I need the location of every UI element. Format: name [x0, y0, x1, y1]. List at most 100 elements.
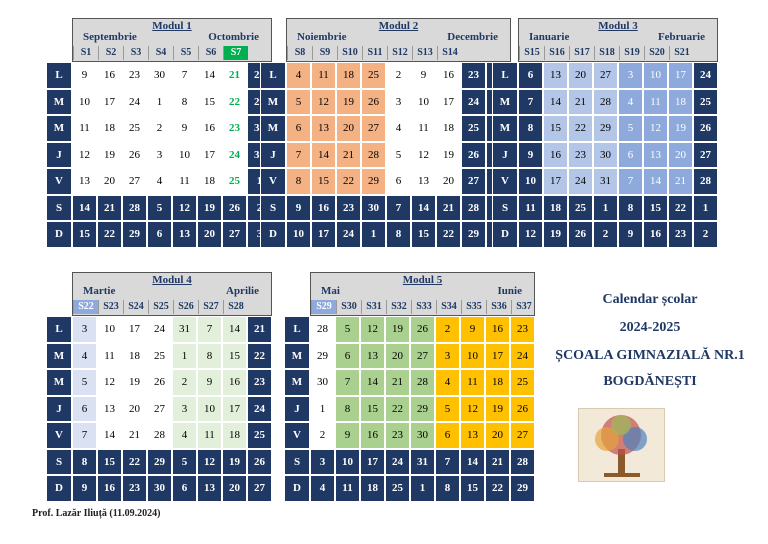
- week-label: S19: [619, 46, 644, 60]
- weekday-label: L: [46, 62, 72, 89]
- day-cell: 10: [518, 168, 543, 195]
- day-cell: 18: [222, 422, 247, 449]
- week-label: S30: [336, 300, 361, 314]
- day-cell: 21: [568, 88, 593, 115]
- week-label: S6: [198, 46, 223, 60]
- week-label: S26: [173, 300, 198, 314]
- weekday-label: M: [46, 369, 72, 396]
- day-cell: 10: [335, 448, 360, 475]
- day-cell: 23: [122, 475, 147, 502]
- day-cell: 7: [72, 422, 97, 449]
- week-label: S8: [287, 46, 312, 60]
- day-cell: 12: [72, 141, 97, 168]
- week-label: S13: [412, 46, 437, 60]
- day-cell: 27: [693, 141, 718, 168]
- day-cell: 28: [122, 194, 147, 221]
- day-cell: 13: [460, 422, 485, 449]
- week-label: S5: [173, 46, 198, 60]
- day-cell: 4: [618, 88, 643, 115]
- day-cell: 9: [518, 141, 543, 168]
- module-header: Modul 4 Martie Aprilie S22 S23 S24 S25 S26 S27 S2…: [72, 272, 272, 316]
- day-cell: 15: [222, 342, 247, 369]
- weekday-label: L: [260, 62, 286, 89]
- day-cell: 29: [122, 221, 147, 248]
- day-cell: 20: [336, 115, 361, 142]
- week-label: S25: [148, 300, 173, 314]
- day-cell: 18: [543, 194, 568, 221]
- day-cell: 5: [286, 88, 311, 115]
- day-cell: 24: [693, 62, 718, 89]
- month-label: Aprilie: [226, 285, 259, 297]
- day-cell: 3: [72, 316, 97, 343]
- week-label: S4: [148, 46, 173, 60]
- day-cell: 24: [247, 395, 272, 422]
- calendar-grid: L 28 5 12 19 26 2 9 16 23 M 29 6 13 20 27 3 10 17 24 M 30 7 14 2…: [284, 316, 535, 502]
- day-cell: 17: [122, 316, 147, 343]
- day-cell: 8: [197, 342, 222, 369]
- day-cell: 27: [247, 475, 272, 502]
- day-cell: 10: [643, 62, 668, 89]
- week-label: S1: [73, 46, 98, 60]
- weekday-label: M: [284, 369, 310, 396]
- day-cell: 9: [411, 62, 436, 89]
- day-cell: 6: [72, 395, 97, 422]
- day-cell: 11: [460, 369, 485, 396]
- weekday-label: D: [492, 221, 518, 248]
- day-cell: 21: [222, 62, 247, 89]
- day-cell: 21: [485, 448, 510, 475]
- day-cell: 25: [122, 115, 147, 142]
- day-cell: 12: [643, 115, 668, 142]
- day-cell: 5: [172, 448, 197, 475]
- weekday-label: M: [46, 115, 72, 142]
- day-cell: 14: [411, 194, 436, 221]
- day-cell: 15: [197, 88, 222, 115]
- day-cell: 14: [460, 448, 485, 475]
- day-cell: 7: [335, 369, 360, 396]
- day-cell: 28: [693, 168, 718, 195]
- day-cell: 22: [222, 88, 247, 115]
- day-cell: 17: [360, 448, 385, 475]
- day-cell: 19: [436, 141, 461, 168]
- day-cell: 31: [410, 448, 435, 475]
- day-cell: 22: [247, 342, 272, 369]
- day-cell: 26: [222, 194, 247, 221]
- day-cell: 16: [197, 115, 222, 142]
- day-cell: 29: [410, 395, 435, 422]
- week-label: S35: [461, 300, 486, 314]
- day-cell: 24: [568, 168, 593, 195]
- module-header: Modul 2 Noiembrie Decembrie S8 S9 S10 S11 S12 S1…: [286, 18, 511, 62]
- day-cell: 26: [122, 141, 147, 168]
- day-cell: 6: [147, 221, 172, 248]
- day-cell: 24: [222, 141, 247, 168]
- day-cell: 13: [543, 62, 568, 89]
- day-cell: 13: [72, 168, 97, 195]
- week-label: S27: [198, 300, 223, 314]
- day-cell: 19: [97, 141, 122, 168]
- week-label: S31: [361, 300, 386, 314]
- day-cell: 18: [485, 369, 510, 396]
- day-cell: 30: [310, 369, 335, 396]
- month-label: Mai: [321, 285, 340, 297]
- day-cell: 24: [385, 448, 410, 475]
- day-cell: 12: [197, 448, 222, 475]
- day-cell: 27: [361, 115, 386, 142]
- weekday-label: J: [284, 395, 310, 422]
- week-label: S7: [223, 46, 248, 60]
- day-cell: 14: [543, 88, 568, 115]
- day-cell: 8: [72, 448, 97, 475]
- day-cell: 27: [147, 395, 172, 422]
- day-cell: 17: [222, 395, 247, 422]
- day-cell: 6: [386, 168, 411, 195]
- day-cell: 28: [361, 141, 386, 168]
- day-cell: 25: [461, 115, 486, 142]
- day-cell: 16: [360, 422, 385, 449]
- day-cell: 1: [410, 475, 435, 502]
- day-cell: 18: [668, 88, 693, 115]
- month-label: Septembrie: [83, 31, 137, 43]
- weekday-label: M: [492, 88, 518, 115]
- day-cell: 5: [435, 395, 460, 422]
- day-cell: 10: [72, 88, 97, 115]
- day-cell: 20: [668, 141, 693, 168]
- weekday-label: D: [46, 475, 72, 502]
- school-name: ȘCOALA GIMNAZIALĂ NR.1: [555, 348, 745, 363]
